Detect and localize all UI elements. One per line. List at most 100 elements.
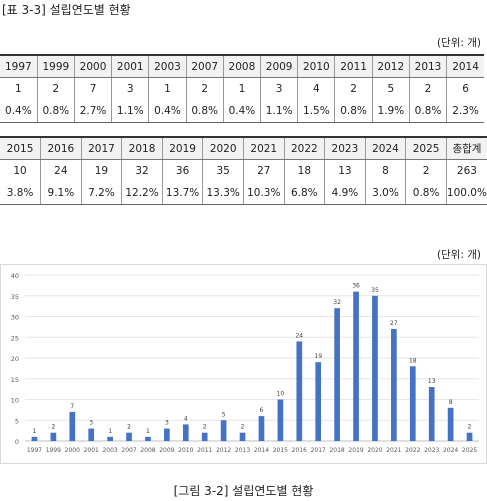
count-cell: 18 (283, 159, 325, 182)
count-cell: 10 (13, 165, 27, 177)
count-cell: 2 (408, 77, 447, 100)
data-label: 13 (428, 378, 436, 385)
bar (31, 436, 38, 441)
count-cell: 13 (324, 159, 366, 182)
year-header-cell: 2023 (324, 136, 366, 160)
year-header-cell: 1997 (0, 54, 38, 78)
count-cell: 2 (36, 77, 75, 100)
year-header-cell: 2018 (121, 136, 163, 160)
bar (296, 341, 303, 441)
ratio-cell: 0.8% (334, 100, 373, 123)
table-header-row: 2015 2016 2017 2018 2019 2020 2021 2022 2023 2024… (0, 136, 487, 160)
bar (391, 328, 397, 441)
bar (428, 387, 435, 441)
bar (466, 432, 473, 441)
y-tick-label: 5 (15, 417, 19, 425)
count-cell: 24 (40, 159, 82, 182)
x-tick-label: 2012 (216, 447, 231, 454)
ratio-cell: 10.3% (242, 182, 285, 205)
x-tick-label: 2019 (348, 447, 363, 454)
table-count-row: 10 24 19 32 36 35 27 18 13 8 2 263 (0, 159, 487, 182)
chart-unit-label: (단위: 개) (436, 249, 481, 261)
count-cell: 263 (445, 159, 487, 182)
chart-caption: [그림 3-2] 설립연도별 현황 (173, 484, 314, 498)
year-header-cell: 2000 (73, 54, 112, 78)
year-header-cell: 2003 (148, 54, 187, 78)
bar (409, 366, 416, 441)
ratio-cell: 2.7% (73, 100, 112, 123)
count-cell: 3 (260, 77, 298, 100)
bar (372, 295, 378, 441)
ratio-cell: 4.9% (324, 182, 366, 205)
data-label: 2 (127, 424, 131, 431)
ratio-cell: 7.2% (80, 182, 122, 205)
year-header-cell: 1999 (36, 54, 75, 78)
x-tick-label: 2001 (84, 447, 99, 454)
x-tick-label: 1999 (46, 447, 61, 454)
bar (145, 436, 151, 441)
data-label: 7 (70, 403, 74, 410)
count-cell: 6 (446, 77, 484, 100)
year-header-cell: 2022 (283, 136, 325, 160)
count-cell: 2 (405, 159, 447, 182)
y-tick-label: 30 (11, 314, 19, 322)
data-label: 6 (260, 407, 264, 414)
bar (88, 428, 95, 441)
y-tick-label: 10 (11, 397, 19, 405)
y-tick-label: 25 (11, 334, 19, 342)
year-header-cell: 2024 (364, 136, 406, 160)
bar (50, 432, 57, 441)
ratio-cell: 3.8% (0, 182, 41, 205)
year-header-cell: 2019 (161, 136, 203, 160)
bar (239, 432, 246, 441)
x-tick-label: 2024 (443, 447, 458, 454)
bar (277, 399, 284, 441)
x-tick-label: 2011 (197, 447, 212, 454)
bar (164, 428, 170, 441)
count-cell: 4 (297, 77, 335, 100)
year-header-cell: 2013 (408, 54, 447, 78)
data-label: 1 (146, 428, 150, 435)
x-tick-label: 2009 (159, 447, 174, 454)
data-label: 3 (165, 420, 169, 427)
ratio-cell: 12.2% (121, 182, 163, 205)
data-label: 32 (333, 299, 341, 306)
count-cell: 36 (161, 159, 203, 182)
data-label: 2 (203, 424, 207, 431)
x-tick-label: 2016 (292, 447, 307, 454)
year-header-cell: 총합계 (445, 136, 487, 160)
count-cell: 7 (73, 77, 112, 100)
ratio-cell: 1.9% (371, 100, 410, 123)
ratio-cell: 13.3% (202, 182, 244, 205)
bar (182, 424, 189, 441)
data-label: 1 (108, 428, 112, 435)
bar (201, 432, 208, 441)
data-label: 4 (184, 415, 188, 422)
ratio-cell: 100.0% (445, 182, 487, 205)
data-label: 18 (409, 357, 417, 364)
count-cell: 8 (364, 159, 406, 182)
year-header-cell: 2010 (297, 54, 335, 78)
count-cell: 27 (242, 159, 285, 182)
year-header-cell: 2020 (202, 136, 244, 160)
x-tick-label: 1997 (27, 447, 42, 454)
data-label: 1 (33, 428, 37, 435)
count-cell: 5 (371, 77, 410, 100)
y-tick-label: 0 (15, 438, 19, 446)
data-label: 19 (314, 353, 322, 360)
x-tick-label: 2000 (65, 447, 80, 454)
year-header-cell: 2025 (405, 136, 447, 160)
table-header-row: 1997 1999 2000 2001 2003 2007 2008 2009 2010 2011… (0, 54, 484, 78)
ratio-cell: 6.8% (283, 182, 325, 205)
year-header-cell: 2012 (371, 54, 410, 78)
year-header-cell: 2009 (260, 54, 298, 78)
y-tick-label: 20 (11, 355, 19, 363)
year-header-cell: 2001 (111, 54, 149, 78)
x-tick-label: 2025 (462, 447, 477, 454)
data-label: 3 (89, 420, 93, 427)
bar (447, 407, 454, 441)
data-label: 24 (295, 332, 303, 339)
bar (334, 308, 340, 441)
x-tick-label: 2007 (121, 447, 136, 454)
year-header-cell: 2016 (40, 136, 82, 160)
